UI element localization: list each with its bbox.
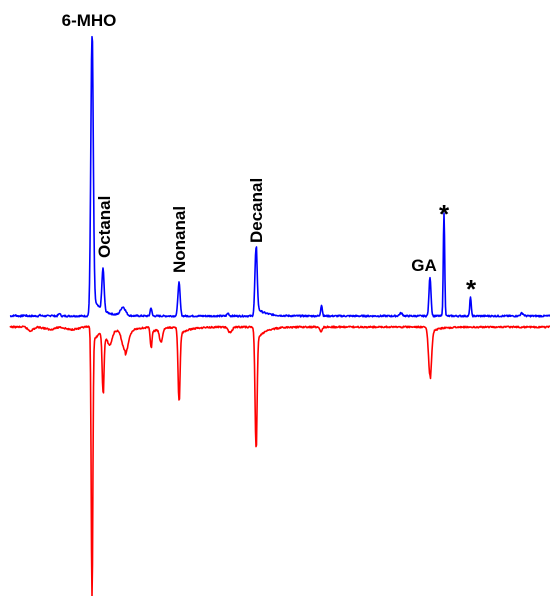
annotation-asterisk-1: * xyxy=(439,199,450,229)
annotation-layer: 6-MHO Octanal Nonanal Decanal GA * * xyxy=(62,11,477,304)
annotation-decanal: Decanal xyxy=(247,178,266,243)
annotation-octanal: Octanal xyxy=(95,196,114,258)
annotation-ga: GA xyxy=(411,256,437,275)
series-trace-down xyxy=(9,325,550,596)
annotation-asterisk-2: * xyxy=(466,274,477,304)
series-layer xyxy=(9,35,550,596)
series-trace-up xyxy=(9,35,550,318)
annotation-6-mho: 6-MHO xyxy=(62,11,117,30)
annotation-nonanal: Nonanal xyxy=(170,206,189,273)
